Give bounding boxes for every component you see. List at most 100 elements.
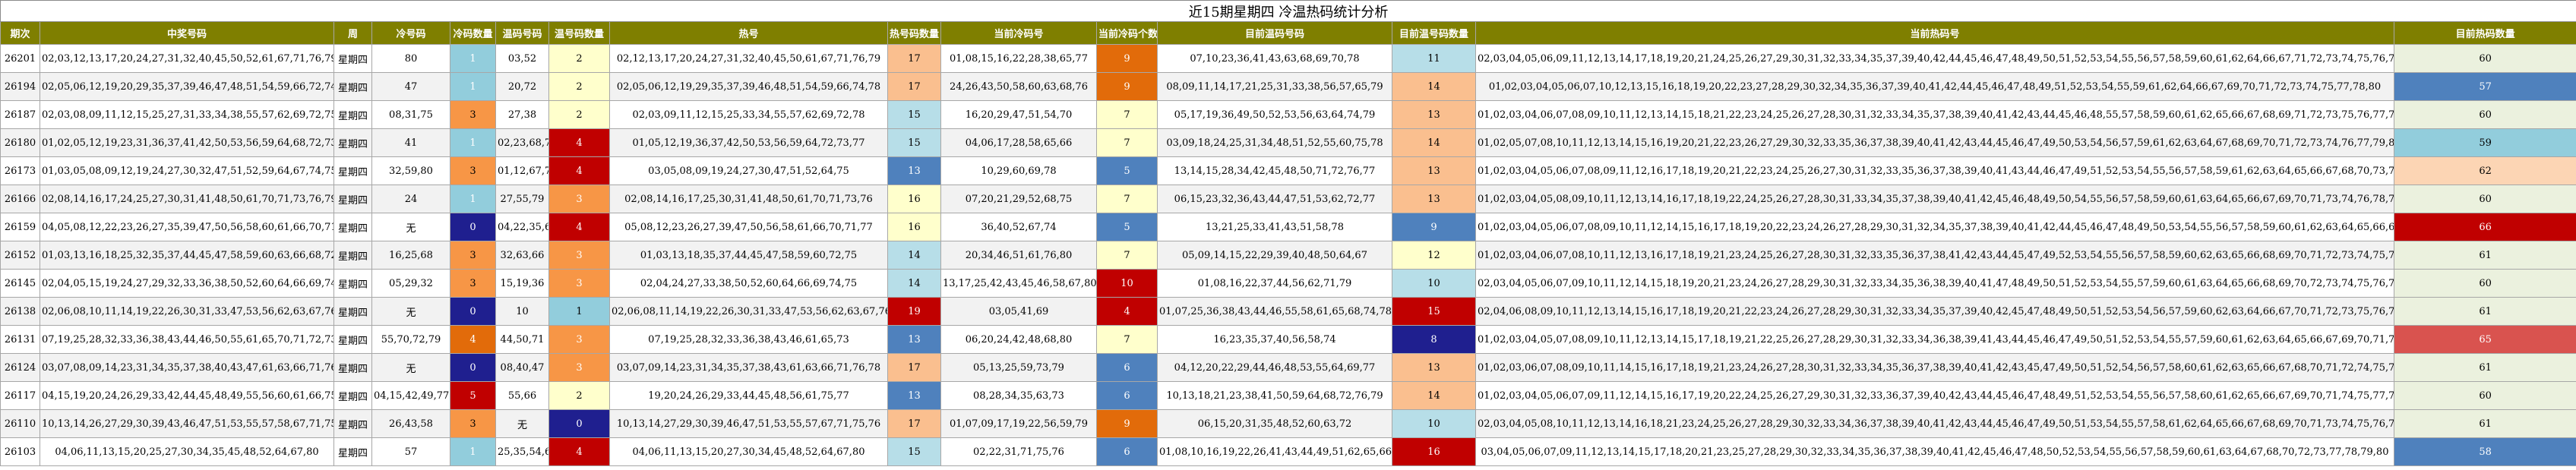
hot-count-cell: 17: [887, 72, 941, 101]
current-warm-count-cell: 10: [1392, 269, 1476, 298]
cold-count-cell: 3: [450, 409, 496, 438]
warm-numbers-cell: 15,19,36: [495, 269, 549, 298]
current-hot-numbers-cell: 03,04,05,06,07,09,11,12,13,14,15,17,18,2…: [1475, 437, 2394, 466]
current-cold-count-cell: 5: [1096, 213, 1158, 241]
current-cold-numbers-cell: 06,20,24,42,48,68,80: [940, 325, 1097, 354]
current-cold-count-cell: 10: [1096, 269, 1158, 298]
current-warm-numbers-cell: 01,08,16,22,37,44,56,62,71,79: [1157, 269, 1392, 298]
issue-cell: 26124: [0, 353, 40, 382]
current-warm-numbers-cell: 16,23,35,37,40,56,58,74: [1157, 325, 1392, 354]
column-header: 温号码数量: [548, 21, 610, 45]
warm-count-cell: 2: [548, 44, 610, 73]
cold-count-cell: 0: [450, 213, 496, 241]
cold-count-cell: 4: [450, 325, 496, 354]
table-row: 26166 02,08,14,16,17,24,25,27,30,31,41,48…: [0, 185, 2576, 213]
column-header: 目前温号码数量: [1392, 21, 1476, 45]
weekday-cell: 星期四: [333, 297, 372, 326]
hot-numbers-cell: 03,07,09,14,23,31,34,35,37,38,43,61,63,6…: [609, 353, 888, 382]
table-row: 26110 10,13,14,26,27,29,30,39,43,46,47,51…: [0, 409, 2576, 438]
current-cold-count-cell: 7: [1096, 128, 1158, 157]
current-warm-numbers-cell: 06,15,20,31,35,48,52,60,63,72: [1157, 409, 1392, 438]
winning-numbers-cell: 02,06,08,10,11,14,19,22,26,30,31,33,47,5…: [40, 297, 334, 326]
winning-numbers-cell: 02,03,08,09,11,12,15,25,27,31,33,34,38,5…: [40, 100, 334, 129]
current-hot-numbers-cell: 01,02,03,06,07,08,09,10,11,14,15,16,17,1…: [1475, 353, 2394, 382]
weekday-cell: 星期四: [333, 128, 372, 157]
warm-count-cell: 4: [548, 437, 610, 466]
column-header: 期次: [0, 21, 40, 45]
hot-count-cell: 13: [887, 325, 941, 354]
current-hot-numbers-cell: 01,02,03,04,05,06,07,10,12,13,15,16,18,1…: [1475, 72, 2394, 101]
issue-cell: 26201: [0, 44, 40, 73]
current-cold-count-cell: 6: [1096, 353, 1158, 382]
winning-numbers-cell: 02,04,05,15,19,24,27,29,32,33,36,38,50,5…: [40, 269, 334, 298]
cold-count-cell: 1: [450, 437, 496, 466]
cold-count-cell: 5: [450, 381, 496, 410]
current-cold-numbers-cell: 20,34,46,51,61,76,80: [940, 241, 1097, 270]
cold-numbers-cell: 55,70,72,79: [371, 325, 450, 354]
current-hot-numbers-cell: 02,03,04,05,06,07,09,10,11,12,14,15,18,1…: [1475, 269, 2394, 298]
current-warm-numbers-cell: 03,09,18,24,25,31,34,48,51,52,55,60,75,7…: [1157, 128, 1392, 157]
winning-numbers-cell: 04,06,11,13,15,20,25,27,30,34,35,45,48,5…: [40, 437, 334, 466]
current-warm-count-cell: 10: [1392, 409, 1476, 438]
cold-count-cell: 3: [450, 241, 496, 270]
current-warm-numbers-cell: 01,07,25,36,38,43,44,46,55,58,61,65,68,7…: [1157, 297, 1392, 326]
current-warm-count-cell: 14: [1392, 381, 1476, 410]
issue-cell: 26152: [0, 241, 40, 270]
current-hot-numbers-cell: 01,02,03,04,06,07,08,10,11,12,13,16,17,1…: [1475, 241, 2394, 270]
current-warm-count-cell: 15: [1392, 297, 1476, 326]
current-warm-numbers-cell: 01,08,10,16,19,22,26,41,43,44,49,51,62,6…: [1157, 437, 1392, 466]
current-cold-numbers-cell: 07,20,21,29,52,68,75: [940, 185, 1097, 213]
warm-count-cell: 1: [548, 297, 610, 326]
cold-numbers-cell: 41: [371, 128, 450, 157]
current-warm-numbers-cell: 07,10,23,36,41,43,63,68,69,70,78: [1157, 44, 1392, 73]
column-header: 热号码数量: [887, 21, 941, 45]
warm-count-cell: 3: [548, 241, 610, 270]
column-header: 目前温码号码: [1157, 21, 1392, 45]
hot-numbers-cell: 02,05,06,12,19,29,35,37,39,46,48,51,54,5…: [609, 72, 888, 101]
current-hot-count-cell: 61: [2393, 297, 2576, 326]
current-hot-numbers-cell: 01,02,03,04,05,06,07,08,09,11,12,16,17,1…: [1475, 156, 2394, 185]
current-warm-count-cell: 13: [1392, 156, 1476, 185]
issue-cell: 26166: [0, 185, 40, 213]
current-hot-numbers-cell: 01,02,03,04,05,07,08,09,10,11,12,13,14,1…: [1475, 325, 2394, 354]
column-header: 中奖号码: [40, 21, 334, 45]
table-body: 26201 02,03,12,13,17,20,24,27,31,32,40,45…: [0, 44, 2576, 466]
current-cold-count-cell: 5: [1096, 156, 1158, 185]
hot-numbers-cell: 02,03,09,11,12,15,25,33,34,55,57,62,69,7…: [609, 100, 888, 129]
current-cold-count-cell: 7: [1096, 325, 1158, 354]
table-row: 26159 04,05,08,12,22,23,26,27,35,39,47,50…: [0, 213, 2576, 241]
warm-count-cell: 3: [548, 325, 610, 354]
hot-numbers-cell: 19,20,24,26,29,33,44,45,48,56,61,75,77: [609, 381, 888, 410]
winning-numbers-cell: 01,02,05,12,19,23,31,36,37,41,42,50,53,5…: [40, 128, 334, 157]
weekday-cell: 星期四: [333, 100, 372, 129]
current-warm-numbers-cell: 06,15,23,32,36,43,44,47,51,53,62,72,77: [1157, 185, 1392, 213]
hot-numbers-cell: 02,08,14,16,17,25,30,31,41,48,50,61,70,7…: [609, 185, 888, 213]
current-warm-count-cell: 13: [1392, 185, 1476, 213]
current-cold-numbers-cell: 10,29,60,69,78: [940, 156, 1097, 185]
current-warm-numbers-cell: 08,09,11,14,17,21,25,31,33,38,56,57,65,7…: [1157, 72, 1392, 101]
current-cold-count-cell: 6: [1096, 381, 1158, 410]
current-hot-count-cell: 61: [2393, 241, 2576, 270]
hot-count-cell: 16: [887, 185, 941, 213]
table-row: 26117 04,15,19,20,24,26,29,33,42,44,45,48…: [0, 381, 2576, 410]
current-cold-count-cell: 9: [1096, 409, 1158, 438]
warm-count-cell: 3: [548, 185, 610, 213]
issue-cell: 26103: [0, 437, 40, 466]
weekday-cell: 星期四: [333, 409, 372, 438]
cold-count-cell: 3: [450, 156, 496, 185]
warm-count-cell: 3: [548, 353, 610, 382]
warm-count-cell: 3: [548, 269, 610, 298]
hot-numbers-cell: 04,06,11,13,15,20,27,30,34,45,48,52,64,6…: [609, 437, 888, 466]
warm-count-cell: 0: [548, 409, 610, 438]
cold-count-cell: 3: [450, 100, 496, 129]
column-header: 目前热码数量: [2393, 21, 2576, 45]
weekday-cell: 星期四: [333, 325, 372, 354]
warm-count-cell: 4: [548, 128, 610, 157]
current-hot-numbers-cell: 02,03,04,05,08,10,11,12,13,14,16,18,21,2…: [1475, 409, 2394, 438]
table-row: 26201 02,03,12,13,17,20,24,27,31,32,40,45…: [0, 44, 2576, 73]
current-hot-count-cell: 59: [2393, 128, 2576, 157]
weekday-cell: 星期四: [333, 437, 372, 466]
cold-numbers-cell: 26,43,58: [371, 409, 450, 438]
cold-numbers-cell: 47: [371, 72, 450, 101]
